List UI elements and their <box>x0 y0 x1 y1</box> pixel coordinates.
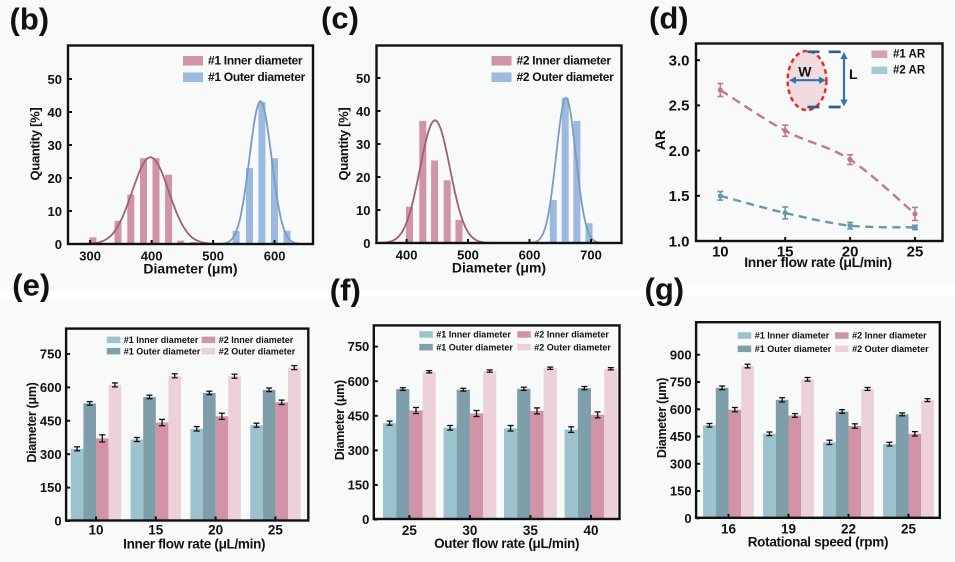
svg-text:600: 600 <box>40 380 62 395</box>
svg-text:Diameter (μm): Diameter (μm) <box>143 261 237 277</box>
svg-text:40: 40 <box>356 104 370 119</box>
svg-text:750: 750 <box>670 375 692 390</box>
svg-text:150: 150 <box>670 484 692 499</box>
svg-text:2.5: 2.5 <box>669 98 690 115</box>
svg-text:50: 50 <box>48 72 62 87</box>
svg-text:600: 600 <box>348 374 370 389</box>
svg-text:450: 450 <box>348 408 370 423</box>
svg-text:450: 450 <box>40 413 62 428</box>
svg-text:300: 300 <box>40 447 62 462</box>
svg-text:500: 500 <box>202 249 224 264</box>
svg-text:1.5: 1.5 <box>669 188 690 205</box>
svg-text:22: 22 <box>841 522 856 537</box>
svg-text:#1 Outer diameter: #1 Outer diameter <box>208 70 306 84</box>
svg-text:15: 15 <box>148 523 164 538</box>
svg-text:#2 Inner diameter: #2 Inner diameter <box>219 335 294 345</box>
svg-text:450: 450 <box>670 429 692 444</box>
svg-text:(b): (b) <box>10 2 50 37</box>
svg-text:600: 600 <box>519 248 541 263</box>
svg-text:#1 Outer diameter: #1 Outer diameter <box>755 344 832 354</box>
svg-text:0: 0 <box>362 512 369 527</box>
svg-text:0: 0 <box>55 237 62 252</box>
svg-text:35: 35 <box>523 523 539 538</box>
svg-text:40: 40 <box>583 523 598 538</box>
svg-text:30: 30 <box>356 137 370 152</box>
svg-text:30: 30 <box>462 523 477 538</box>
svg-text:#1 Outer diameter: #1 Outer diameter <box>124 346 201 356</box>
svg-text:10: 10 <box>48 204 62 219</box>
svg-text:#2 Outer diameter: #2 Outer diameter <box>517 70 615 84</box>
svg-text:Rotational speed (rpm): Rotational speed (rpm) <box>748 535 888 550</box>
svg-text:Outer flow rate (μL/min): Outer flow rate (μL/min) <box>434 536 579 551</box>
svg-text:25: 25 <box>268 523 284 538</box>
svg-text:400: 400 <box>396 248 418 263</box>
svg-text:25: 25 <box>907 244 924 261</box>
svg-text:20: 20 <box>356 170 370 185</box>
svg-text:10: 10 <box>356 203 370 218</box>
svg-text:#1 Inner diameter: #1 Inner diameter <box>436 330 511 340</box>
svg-text:16: 16 <box>721 522 737 537</box>
svg-text:Diameter (μm): Diameter (μm) <box>655 378 669 458</box>
svg-text:750: 750 <box>40 347 62 362</box>
svg-text:1.0: 1.0 <box>669 233 690 250</box>
svg-text:L: L <box>849 66 858 82</box>
svg-text:(c): (c) <box>321 1 359 36</box>
svg-text:#2 Outer diameter: #2 Outer diameter <box>852 344 929 354</box>
svg-text:10: 10 <box>88 523 103 538</box>
svg-text:900: 900 <box>670 347 692 362</box>
svg-text:(d): (d) <box>649 1 689 36</box>
svg-text:Quantity [%]: Quantity [%] <box>336 108 351 181</box>
svg-text:25: 25 <box>402 523 418 538</box>
svg-text:2.0: 2.0 <box>669 143 690 160</box>
svg-text:#2 Inner diameter: #2 Inner diameter <box>534 330 609 340</box>
svg-text:600: 600 <box>670 402 692 417</box>
svg-text:(g): (g) <box>645 272 685 307</box>
svg-text:#1 Inner diameter: #1 Inner diameter <box>208 54 303 68</box>
svg-text:#1 Inner diameter: #1 Inner diameter <box>124 335 199 345</box>
svg-text:#1 Inner diameter: #1 Inner diameter <box>755 331 830 341</box>
svg-text:750: 750 <box>348 339 370 354</box>
svg-text:20: 20 <box>48 171 62 186</box>
svg-text:10: 10 <box>712 244 729 261</box>
svg-text:AR: AR <box>652 130 668 150</box>
svg-text:25: 25 <box>901 522 917 537</box>
svg-text:#2 Outer diameter: #2 Outer diameter <box>534 342 611 352</box>
svg-text:400: 400 <box>141 249 163 264</box>
svg-text:20: 20 <box>842 244 859 261</box>
svg-text:(e): (e) <box>12 268 50 303</box>
svg-text:#1 Outer diameter: #1 Outer diameter <box>436 342 513 352</box>
svg-text:Inner flow rate (μL/min): Inner flow rate (μL/min) <box>744 254 892 270</box>
svg-text:0: 0 <box>363 236 370 251</box>
svg-text:Inner flow rate (μL/min): Inner flow rate (μL/min) <box>123 537 265 552</box>
svg-text:Diameter (μm): Diameter (μm) <box>333 380 347 460</box>
svg-text:20: 20 <box>208 523 223 538</box>
svg-text:0: 0 <box>54 514 61 529</box>
svg-text:300: 300 <box>348 443 370 458</box>
svg-text:19: 19 <box>781 522 796 537</box>
svg-text:Diameter (μm): Diameter (μm) <box>25 382 39 462</box>
svg-text:3.0: 3.0 <box>669 53 690 70</box>
svg-text:40: 40 <box>48 105 62 120</box>
svg-text:300: 300 <box>670 456 692 471</box>
svg-text:Quantity [%]: Quantity [%] <box>27 108 42 181</box>
svg-text:50: 50 <box>356 71 370 86</box>
svg-text:150: 150 <box>40 480 62 495</box>
svg-text:#2 Inner diameter: #2 Inner diameter <box>852 331 927 341</box>
svg-text:#1 AR: #1 AR <box>893 49 926 61</box>
svg-text:700: 700 <box>580 248 602 263</box>
svg-text:#2 AR: #2 AR <box>893 65 926 77</box>
svg-text:0: 0 <box>684 511 691 526</box>
svg-text:600: 600 <box>264 249 286 264</box>
svg-text:500: 500 <box>457 248 479 263</box>
svg-text:#2 Inner diameter: #2 Inner diameter <box>517 54 612 68</box>
svg-text:30: 30 <box>48 138 62 153</box>
svg-text:300: 300 <box>79 249 101 264</box>
svg-text:W: W <box>798 64 812 80</box>
svg-text:Diameter (μm): Diameter (μm) <box>452 260 546 276</box>
svg-text:(f): (f) <box>330 273 361 308</box>
svg-text:15: 15 <box>777 244 794 261</box>
svg-text:#2 Outer diameter: #2 Outer diameter <box>219 346 296 356</box>
svg-text:150: 150 <box>348 478 370 493</box>
